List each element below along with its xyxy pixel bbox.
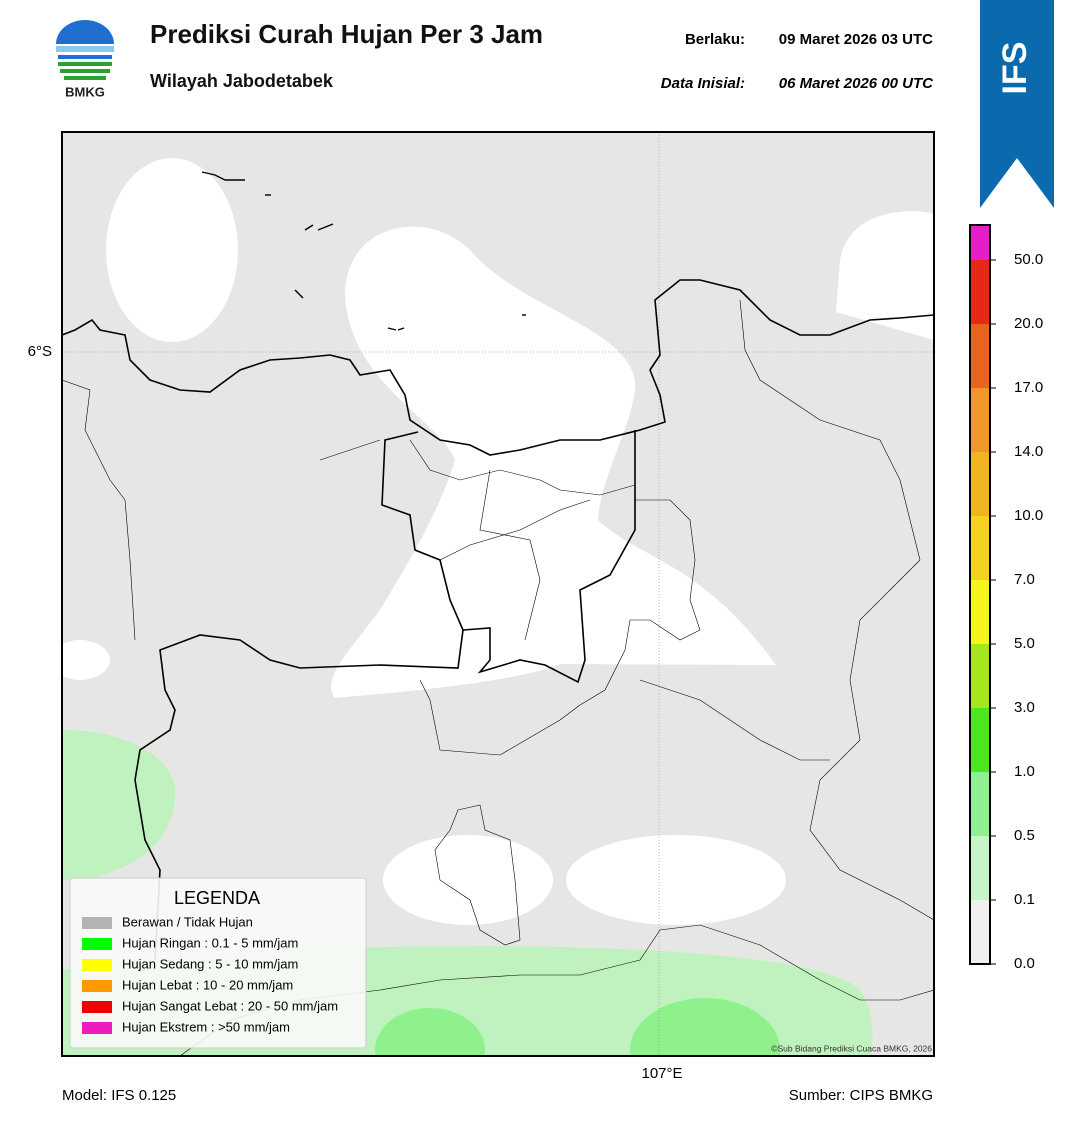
legend-items: Berawan / Tidak Hujan Hujan Ringan : 0.1 …	[82, 914, 338, 1034]
badge	[980, 0, 1054, 208]
valid-label: Berlaku:	[685, 31, 745, 48]
legend-label: Berawan / Tidak Hujan	[122, 914, 253, 929]
logo-text: BMKG	[65, 84, 105, 99]
lat-label: 6°S	[28, 343, 52, 360]
colorbar-tick-label: 7.0	[1014, 571, 1035, 588]
colorbar-tick-label: 17.0	[1014, 379, 1043, 396]
subtitle: Wilayah Jabodetabek	[150, 71, 334, 91]
colorbar-bin	[970, 388, 990, 452]
colorbar-tick-label: 1.0	[1014, 763, 1035, 780]
colorbar-tick-label: 3.0	[1014, 699, 1035, 716]
colorbar-bin	[970, 644, 990, 708]
colorbar-bin	[970, 580, 990, 644]
colorbar-tick-label: 5.0	[1014, 635, 1035, 652]
legend-swatch	[82, 1022, 112, 1034]
colorbar-tick-label: 50.0	[1014, 251, 1043, 268]
legend-title: LEGENDA	[174, 888, 260, 908]
init-label: Data Inisial:	[661, 75, 745, 92]
colorbar-tick-label: 20.0	[1014, 315, 1043, 332]
footer-model: Model: IFS 0.125	[62, 1087, 176, 1104]
colorbar-bin	[970, 260, 990, 324]
title: Prediksi Curah Hujan Per 3 Jam	[150, 19, 543, 49]
legend-label: Hujan Lebat : 10 - 20 mm/jam	[122, 977, 293, 992]
legend-swatch	[82, 917, 112, 929]
legend-label: Hujan Sedang : 5 - 10 mm/jam	[122, 956, 298, 971]
colorbar-bin	[970, 772, 990, 836]
legend-label: Hujan Sangat Lebat : 20 - 50 mm/jam	[122, 998, 338, 1013]
legend-label: Hujan Ekstrem : >50 mm/jam	[122, 1019, 290, 1034]
colorbar-bin	[970, 452, 990, 516]
colorbar-bin	[970, 708, 990, 772]
colorbar-frame	[969, 224, 991, 965]
legend-swatch	[82, 959, 112, 971]
colorbar-tick-label: 14.0	[1014, 443, 1043, 460]
legend-swatch	[82, 1001, 112, 1013]
colorbar-tick-label: 0.5	[1014, 827, 1035, 844]
colorbar-bin	[970, 225, 990, 260]
colorbar: 0.0 0.1 0.5 1.0 3.0 5.0 7.0 10.0 14.0 17.0 20.0 50.…	[969, 224, 1043, 972]
colorbar-tick-label: 0.1	[1014, 891, 1035, 908]
colorbar-bin	[970, 516, 990, 580]
legend-swatch	[82, 980, 112, 992]
colorbar-tick-label: 0.0	[1014, 955, 1035, 972]
colorbar-bin	[970, 900, 990, 964]
colorbar-tick-label: 10.0	[1014, 507, 1043, 524]
colorbar-bin	[970, 324, 990, 388]
copyright: ©Sub Bidang Prediksi Cuaca BMKG, 2026	[771, 1043, 932, 1053]
valid-value: 09 Maret 2026 03 UTC	[779, 31, 933, 48]
legend-swatch	[82, 938, 112, 950]
logo	[56, 20, 114, 80]
lon-label: 107°E	[641, 1065, 682, 1082]
map-frame	[61, 131, 935, 1057]
footer-source: Sumber: CIPS BMKG	[789, 1087, 933, 1104]
colorbar-bin	[970, 836, 990, 900]
init-value: 06 Maret 2026 00 UTC	[779, 75, 934, 92]
badge-text: IFS	[996, 42, 1034, 95]
legend-box	[69, 877, 367, 1049]
legend-label: Hujan Ringan : 0.1 - 5 mm/jam	[122, 935, 298, 950]
